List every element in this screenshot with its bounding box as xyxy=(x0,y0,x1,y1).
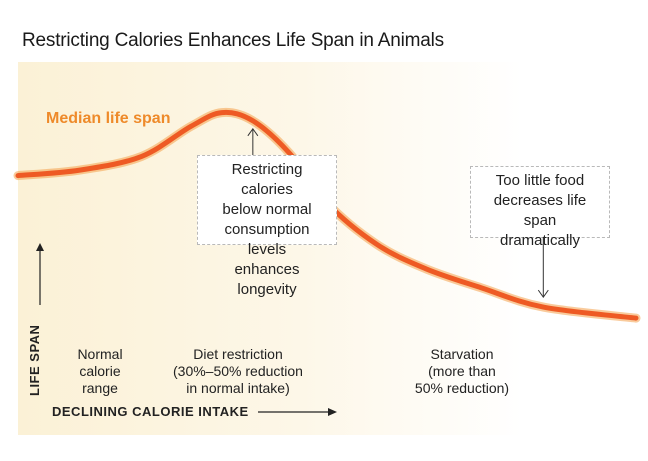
chart-title: Restricting Calories Enhances Life Span … xyxy=(22,30,444,51)
range-label-normal: Normal calorie range xyxy=(77,346,123,396)
callout-restriction: Restricting calories below normal consum… xyxy=(197,155,337,298)
range-label-diet-restriction: Diet restriction (30%–50% reduction in n… xyxy=(173,346,303,396)
range-label-starvation: Starvation (more than 50% reduction) xyxy=(414,346,510,396)
x-axis-arrowhead xyxy=(328,408,337,416)
y-axis-arrowhead xyxy=(36,243,44,251)
series-label-median-life-span: Median life span xyxy=(46,110,171,127)
callout-arrowhead-restriction xyxy=(247,127,259,137)
callout-arrowhead-starvation xyxy=(537,289,549,298)
callout-starvation: Too little food decreases life span dram… xyxy=(470,166,610,249)
x-axis-label: DECLINING CALORIE INTAKE xyxy=(52,404,249,419)
y-axis-label: LIFE SPAN xyxy=(27,324,42,396)
